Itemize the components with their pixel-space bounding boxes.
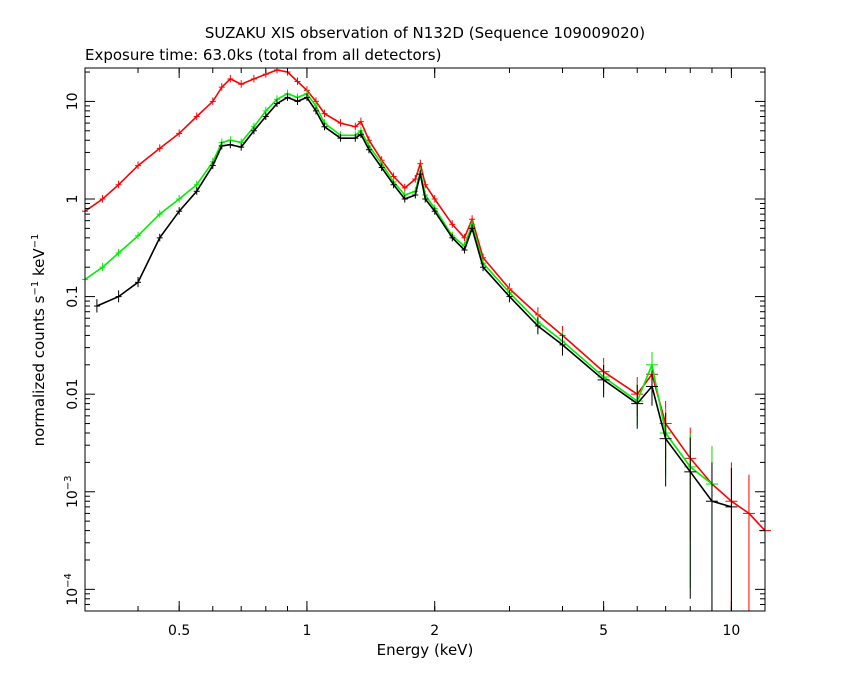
x-tick-label: 2 xyxy=(430,623,439,639)
series-2 xyxy=(93,93,738,611)
x-tick-label: 10 xyxy=(722,623,740,639)
series-trace xyxy=(96,96,732,508)
x-axis-label: Energy (keV) xyxy=(377,641,474,659)
series-1 xyxy=(82,89,718,611)
y-tick-label: 10 xyxy=(65,93,81,111)
plot-frame xyxy=(84,67,766,612)
x-tick-label: 0.5 xyxy=(168,623,190,639)
y-tick-label: 10−4 xyxy=(63,573,81,606)
series-trace xyxy=(84,92,713,485)
y-tick-label: 10−3 xyxy=(63,475,81,508)
x-tick-label: 1 xyxy=(302,623,311,639)
y-tick-label: 0.01 xyxy=(65,379,81,410)
series-0 xyxy=(82,68,771,611)
chart-subtitle: Exposure time: 63.0ks (total from all de… xyxy=(85,46,441,64)
x-tick-label: 5 xyxy=(599,623,608,639)
data-series-layer xyxy=(82,68,771,611)
y-tick-label: 1 xyxy=(65,195,81,204)
chart-title: SUZAKU XIS observation of N132D (Sequenc… xyxy=(205,24,645,42)
y-axis-label: normalized counts s−1 keV−1 xyxy=(30,234,48,447)
series-trace xyxy=(84,69,766,532)
y-tick-label: 0.1 xyxy=(65,285,81,307)
ticks-layer: 0.5 1 2 5 10 10 1 0.1 0.01 10−3 10−4 xyxy=(63,68,765,639)
